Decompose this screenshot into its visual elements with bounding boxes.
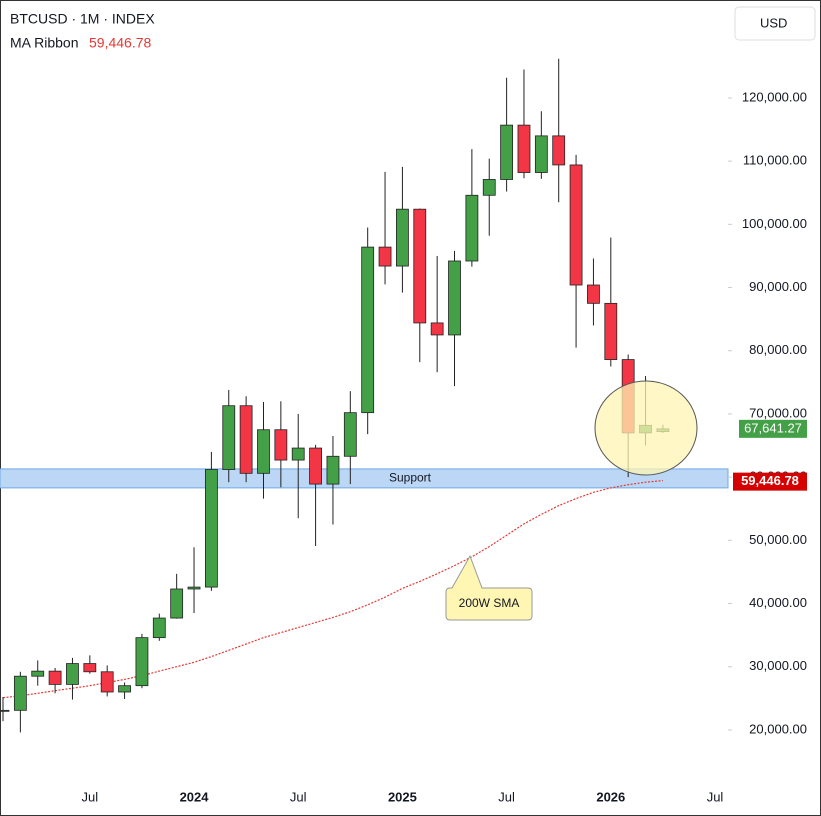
candle-body [291,447,305,461]
candle-body [204,469,218,588]
candle-body [482,179,496,196]
support-label: Support [389,471,432,485]
candle-body [31,670,45,677]
candle-body [413,208,427,324]
candle-body [465,194,479,262]
candle-body [118,685,131,693]
x-tick-label: Jul [82,789,99,804]
candle-body [378,246,392,267]
candle-body [517,124,531,173]
chart-title: BTCUSD · 1M · INDEX [10,11,155,27]
candle-body [100,671,114,693]
candle-body [239,405,253,474]
y-tick-label: 120,000.00 [742,89,807,104]
candle-body [48,670,62,685]
y-tick-label: 30,000.00 [749,658,807,673]
candle-body [552,135,566,166]
candle-body [83,663,97,673]
ma-price-box [733,472,807,491]
y-tick-label: 90,000.00 [749,279,807,294]
last-price-box [739,419,807,438]
candle-body [326,455,340,485]
candle-body [430,322,444,336]
x-tick-label: 2025 [388,789,417,804]
ma-line [2,480,663,699]
y-tick-label: 100,000.00 [742,216,807,231]
candle-body [534,135,548,173]
candle-body [257,429,270,474]
y-tick-label: 110,000.00 [743,153,807,168]
y-tick-label: 20,000.00 [749,721,807,736]
callout-box [445,554,533,621]
overlay: Support 67,641.27 59,446.78 [389,419,807,491]
candle-body [309,447,322,485]
candle-body [170,588,184,619]
currency-label[interactable]: USD [760,15,787,30]
last-price-label: 67,641.27 [744,420,802,435]
highlight-circle [594,380,698,476]
candle-body [448,260,461,336]
callout-text: 200W SMA [459,596,520,610]
x-tick-label: Jul [707,789,724,804]
candle-body [500,124,514,180]
plot: 20,000.0030,000.0040,000.0050,000.0060,0… [0,58,807,804]
x-tick-label: Jul [290,789,307,804]
candle-body [274,429,288,461]
y-tick-label: 80,000.00 [749,342,807,357]
candle-body [361,246,375,414]
candle-body [13,675,27,711]
candle-body [396,208,409,267]
candle-body [135,637,149,687]
candle-body [152,617,166,639]
candle-body [604,302,618,360]
ma-price-label: 59,446.78 [741,473,799,488]
candle-body [66,663,79,685]
x-tick-label: 2026 [596,789,625,804]
legend-name: MA Ribbon [10,35,78,51]
y-tick-label: 70,000.00 [749,405,807,420]
legend-value: 59,446.78 [89,35,151,51]
x-tick-label: 2024 [180,789,210,804]
y-tick-label: 50,000.00 [749,532,807,547]
candle-body [222,405,236,470]
candle-body [587,284,600,304]
candle-body [343,412,357,457]
y-tick-label: 40,000.00 [749,595,807,610]
x-tick-label: Jul [498,789,515,804]
currency-button[interactable] [734,6,816,41]
support-band [0,468,729,489]
candle-body [187,586,201,590]
candle-body [0,709,10,712]
candle-body [569,164,583,286]
